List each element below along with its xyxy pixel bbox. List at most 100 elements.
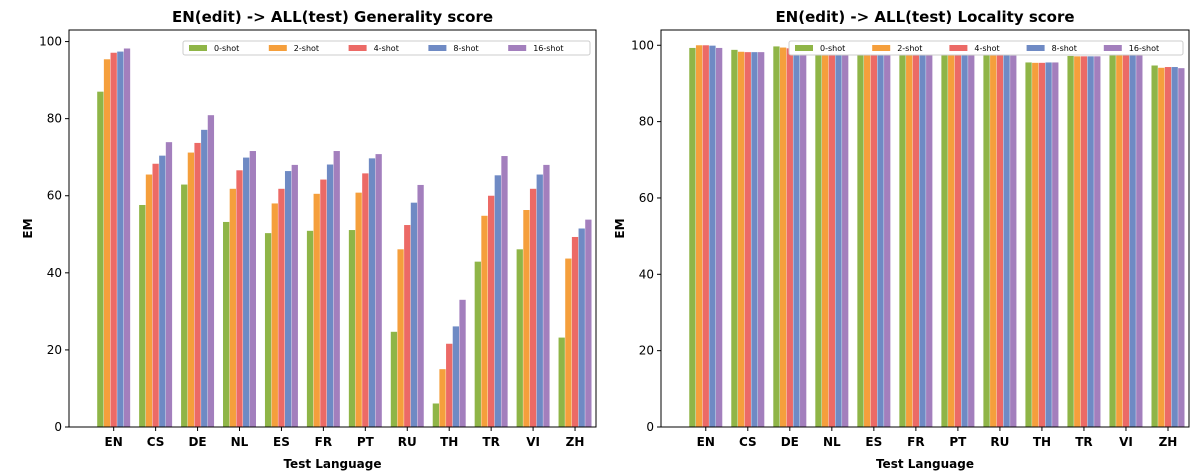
bar-8-shot-ZH <box>578 228 585 427</box>
x-tick-label: NL <box>231 435 249 449</box>
bar-0-shot-EN <box>97 91 104 428</box>
bar-0-shot-DE <box>181 184 188 427</box>
y-tick-label: 80 <box>47 112 62 126</box>
bar-4-shot-ZH <box>571 236 579 427</box>
y-tick-label: 40 <box>639 267 654 281</box>
x-tick-label: TH <box>440 435 458 449</box>
legend-label: 0-shot <box>214 44 239 53</box>
x-tick-label: RU <box>990 435 1009 449</box>
x-tick-label: TR <box>1075 435 1092 449</box>
y-tick-label: 80 <box>639 115 654 129</box>
bar-4-shot-NL <box>828 52 835 427</box>
x-tick-label: ZH <box>566 435 585 449</box>
bar-8-shot-CS <box>159 155 166 427</box>
bar-4-shot-PT <box>362 173 369 427</box>
x-tick-label: ES <box>865 435 882 449</box>
bar-8-shot-NL <box>243 157 250 427</box>
bar-8-shot-DE <box>793 49 800 428</box>
legend-label: 16-shot <box>1129 44 1159 53</box>
bar-8-shot-ES <box>284 171 292 427</box>
legend-label: 8-shot <box>453 44 478 53</box>
bar-2-shot-CS <box>737 51 745 427</box>
x-tick-label: VI <box>526 435 540 449</box>
legend-swatch-8-shot <box>1026 45 1045 51</box>
bar-2-shot-ES <box>864 51 871 427</box>
bar-0-shot-TH <box>432 403 440 427</box>
bar-2-shot-EN <box>695 45 703 428</box>
bar-0-shot-VI <box>1109 53 1116 427</box>
bar-2-shot-RU <box>990 54 997 428</box>
legend-label: 16-shot <box>533 44 563 53</box>
bar-0-shot-TR <box>474 261 481 427</box>
bar-0-shot-PT <box>941 49 948 427</box>
bar-2-shot-FR <box>313 193 320 427</box>
legend-swatch-0-shot <box>795 45 813 51</box>
x-tick-label: DE <box>781 435 799 449</box>
bar-0-shot-EN <box>689 47 696 427</box>
bar-16-shot-TH <box>459 299 466 427</box>
bar-4-shot-RU <box>404 225 411 427</box>
x-tick-label: CS <box>739 435 757 449</box>
bar-2-shot-EN <box>103 59 111 427</box>
chart-title: EN(edit) -> ALL(test) Locality score <box>775 8 1074 26</box>
bar-8-shot-CS <box>751 52 758 427</box>
bar-4-shot-NL <box>236 170 243 428</box>
bar-4-shot-TR <box>1080 56 1088 428</box>
bar-2-shot-TR <box>1074 56 1081 428</box>
bar-16-shot-DE <box>207 115 215 428</box>
legend-swatch-16-shot <box>1103 45 1122 51</box>
bar-4-shot-ZH <box>1164 67 1172 427</box>
bar-8-shot-NL <box>835 52 842 427</box>
bar-2-shot-CS <box>145 174 153 427</box>
bar-0-shot-RU <box>390 331 398 427</box>
bar-2-shot-PT <box>355 192 362 427</box>
legend-swatch-8-shot <box>428 45 447 51</box>
legend-swatch-2-shot <box>268 45 287 51</box>
y-tick-label: 60 <box>639 191 654 205</box>
x-axis-label: Test Language <box>876 457 974 471</box>
bar-2-shot-ZH <box>1158 67 1165 427</box>
bar-0-shot-DE <box>773 46 780 427</box>
x-axis-label: Test Language <box>283 457 381 471</box>
x-tick-label: FR <box>315 435 332 449</box>
bar-2-shot-NL <box>822 51 829 427</box>
bar-4-shot-ES <box>278 188 285 427</box>
chart-title: EN(edit) -> ALL(test) Generality score <box>172 8 493 26</box>
x-tick-label: EN <box>697 435 715 449</box>
y-tick-label: 100 <box>631 38 654 52</box>
x-tick-label: DE <box>188 435 206 449</box>
x-tick-label: ZH <box>1159 435 1178 449</box>
bar-0-shot-ES <box>857 51 864 427</box>
bar-0-shot-NL <box>815 49 822 427</box>
bar-8-shot-FR <box>919 52 926 427</box>
legend-label: 4-shot <box>374 44 399 53</box>
bar-2-shot-ZH <box>565 258 572 427</box>
bar-8-shot-DE <box>201 129 208 427</box>
bar-0-shot-FR <box>899 49 906 427</box>
bar-16-shot-PT <box>968 52 975 427</box>
y-tick-label: 0 <box>646 420 654 434</box>
bar-4-shot-FR <box>320 179 327 427</box>
bar-16-shot-RU <box>417 184 424 427</box>
bar-16-shot-ZH <box>1178 68 1185 428</box>
bar-16-shot-PT <box>375 154 382 428</box>
x-tick-label: NL <box>823 435 841 449</box>
x-tick-label: EN <box>105 435 123 449</box>
bar-16-shot-VI <box>543 164 550 427</box>
bar-16-shot-TR <box>1094 56 1101 428</box>
bar-2-shot-FR <box>906 51 913 427</box>
legend: 0-shot 2-shot 4-shot 8-shot 16-shot <box>182 40 591 56</box>
bar-8-shot-VI <box>1129 53 1136 428</box>
y-tick-label: 40 <box>47 266 62 280</box>
bar-4-shot-VI <box>1122 53 1130 428</box>
bar-16-shot-NL <box>249 151 256 427</box>
bar-0-shot-VI <box>516 249 523 427</box>
bar-2-shot-PT <box>948 51 955 427</box>
bar-4-shot-TH <box>1038 62 1046 427</box>
y-tick-label: 60 <box>47 189 62 203</box>
bar-4-shot-EN <box>702 45 709 428</box>
y-axis-label: EM <box>613 218 627 238</box>
bar-8-shot-TR <box>494 175 501 427</box>
bar-2-shot-DE <box>187 152 195 427</box>
bar-8-shot-PT <box>961 51 968 427</box>
